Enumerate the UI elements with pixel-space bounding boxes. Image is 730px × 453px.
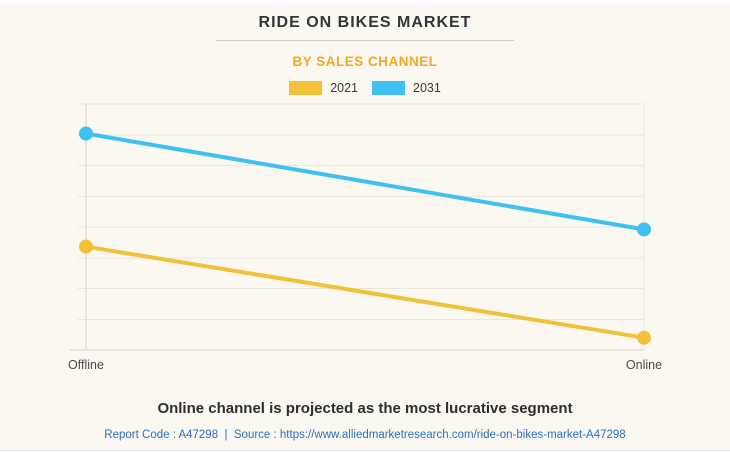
data-point-2031-Offline: [79, 126, 93, 141]
chart-legend: 2021 2031: [0, 81, 730, 95]
source-link[interactable]: Source : https://www.alliedmarketresearc…: [233, 429, 626, 441]
legend-label: 2031: [413, 81, 441, 95]
report-footer: Report Code : A47298 | Source : https://…: [0, 429, 730, 441]
page-title: RIDE ON BIKES MARKET: [258, 14, 472, 31]
title-divider: [216, 40, 514, 41]
legend-item-2031: 2031: [372, 81, 441, 95]
chart-card: RIDE ON BIKES MARKET BY SALES CHANNEL 20…: [0, 3, 730, 451]
legend-swatch-2031: [372, 81, 405, 95]
x-axis-label-Offline: Offline: [68, 358, 104, 372]
legend-swatch-2021: [289, 81, 323, 95]
chart-subtitle: BY SALES CHANNEL: [292, 54, 438, 69]
data-point-2031-Online: [637, 222, 651, 237]
report-code: Report Code : A47298: [104, 429, 219, 441]
x-axis-label-Online: Online: [626, 358, 662, 372]
series-line-2031: [84, 131, 646, 232]
data-point-2021-Online: [637, 330, 651, 345]
footer-separator: |: [218, 429, 234, 441]
legend-label: 2021: [330, 81, 358, 95]
legend-item-2021: 2021: [289, 81, 358, 95]
data-point-2021-Offline: [79, 239, 93, 254]
chart-caption: Online channel is projected as the most …: [157, 400, 573, 417]
line-chart: Offline Online: [0, 3, 730, 383]
chart-svg: Offline Online: [68, 103, 662, 372]
series-line-2021: [84, 244, 646, 340]
